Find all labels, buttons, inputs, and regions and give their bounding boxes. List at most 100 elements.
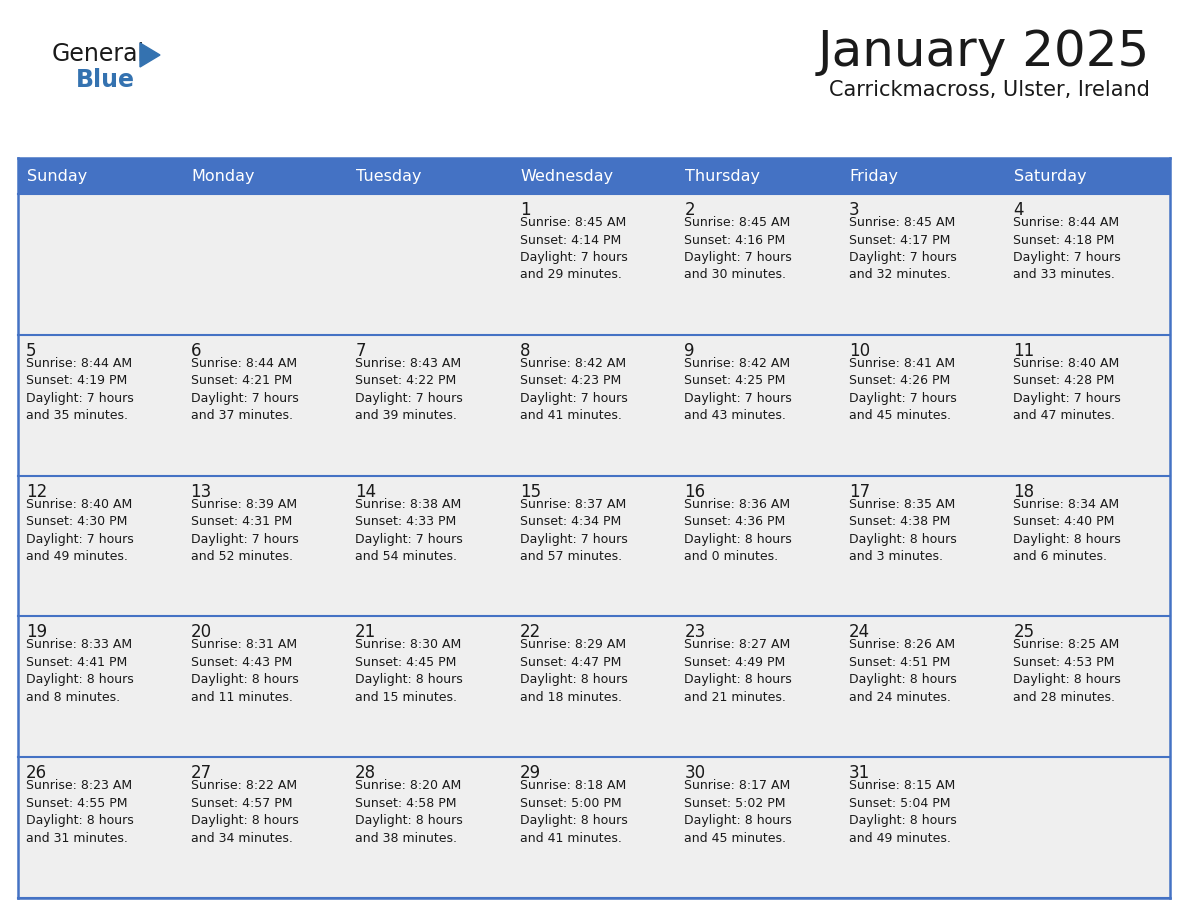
Text: 16: 16: [684, 483, 706, 500]
Bar: [18, 158, 1170, 194]
Text: 26: 26: [26, 764, 48, 782]
Bar: [676, 476, 841, 616]
Text: Sunrise: 8:40 AM
Sunset: 4:28 PM
Daylight: 7 hours
and 47 minutes.: Sunrise: 8:40 AM Sunset: 4:28 PM Dayligh…: [1013, 357, 1121, 422]
Text: Sunrise: 8:44 AM
Sunset: 4:19 PM
Daylight: 7 hours
and 35 minutes.: Sunrise: 8:44 AM Sunset: 4:19 PM Dayligh…: [26, 357, 134, 422]
Text: 3: 3: [849, 201, 859, 219]
Text: Sunrise: 8:45 AM
Sunset: 4:16 PM
Daylight: 7 hours
and 30 minutes.: Sunrise: 8:45 AM Sunset: 4:16 PM Dayligh…: [684, 216, 792, 282]
Text: 1: 1: [519, 201, 530, 219]
Bar: [18, 616, 183, 757]
Bar: [676, 757, 841, 898]
Bar: [1005, 616, 1170, 757]
Text: Sunrise: 8:23 AM
Sunset: 4:55 PM
Daylight: 8 hours
and 31 minutes.: Sunrise: 8:23 AM Sunset: 4:55 PM Dayligh…: [26, 779, 134, 845]
Bar: [347, 335, 512, 476]
Bar: [512, 616, 676, 757]
Text: 6: 6: [190, 341, 201, 360]
Text: Sunrise: 8:40 AM
Sunset: 4:30 PM
Daylight: 7 hours
and 49 minutes.: Sunrise: 8:40 AM Sunset: 4:30 PM Dayligh…: [26, 498, 134, 563]
Text: Blue: Blue: [76, 68, 135, 92]
Text: 24: 24: [849, 623, 870, 642]
Text: 25: 25: [1013, 623, 1035, 642]
Text: Sunrise: 8:20 AM
Sunset: 4:58 PM
Daylight: 8 hours
and 38 minutes.: Sunrise: 8:20 AM Sunset: 4:58 PM Dayligh…: [355, 779, 463, 845]
Bar: [512, 476, 676, 616]
Bar: [676, 194, 841, 335]
Text: Sunrise: 8:22 AM
Sunset: 4:57 PM
Daylight: 8 hours
and 34 minutes.: Sunrise: 8:22 AM Sunset: 4:57 PM Dayligh…: [190, 779, 298, 845]
Bar: [18, 194, 183, 335]
Text: 17: 17: [849, 483, 870, 500]
Text: Monday: Monday: [191, 169, 255, 184]
Text: 9: 9: [684, 341, 695, 360]
Bar: [18, 335, 183, 476]
Bar: [347, 757, 512, 898]
Text: Sunrise: 8:35 AM
Sunset: 4:38 PM
Daylight: 8 hours
and 3 minutes.: Sunrise: 8:35 AM Sunset: 4:38 PM Dayligh…: [849, 498, 956, 563]
Text: Wednesday: Wednesday: [520, 169, 614, 184]
Text: Sunrise: 8:33 AM
Sunset: 4:41 PM
Daylight: 8 hours
and 8 minutes.: Sunrise: 8:33 AM Sunset: 4:41 PM Dayligh…: [26, 638, 134, 704]
Bar: [347, 476, 512, 616]
Text: Sunrise: 8:42 AM
Sunset: 4:25 PM
Daylight: 7 hours
and 43 minutes.: Sunrise: 8:42 AM Sunset: 4:25 PM Dayligh…: [684, 357, 792, 422]
Text: 4: 4: [1013, 201, 1024, 219]
Text: Carrickmacross, Ulster, Ireland: Carrickmacross, Ulster, Ireland: [829, 80, 1150, 100]
Text: General: General: [52, 42, 145, 66]
Bar: [841, 335, 1005, 476]
Text: 22: 22: [519, 623, 541, 642]
Text: 12: 12: [26, 483, 48, 500]
Bar: [347, 616, 512, 757]
Text: Sunrise: 8:29 AM
Sunset: 4:47 PM
Daylight: 8 hours
and 18 minutes.: Sunrise: 8:29 AM Sunset: 4:47 PM Dayligh…: [519, 638, 627, 704]
Bar: [183, 476, 347, 616]
Text: Sunrise: 8:25 AM
Sunset: 4:53 PM
Daylight: 8 hours
and 28 minutes.: Sunrise: 8:25 AM Sunset: 4:53 PM Dayligh…: [1013, 638, 1121, 704]
Text: 23: 23: [684, 623, 706, 642]
Bar: [1005, 335, 1170, 476]
Bar: [183, 616, 347, 757]
Bar: [841, 194, 1005, 335]
Text: Sunrise: 8:38 AM
Sunset: 4:33 PM
Daylight: 7 hours
and 54 minutes.: Sunrise: 8:38 AM Sunset: 4:33 PM Dayligh…: [355, 498, 463, 563]
Bar: [676, 335, 841, 476]
Text: 29: 29: [519, 764, 541, 782]
Text: 15: 15: [519, 483, 541, 500]
Text: Sunrise: 8:39 AM
Sunset: 4:31 PM
Daylight: 7 hours
and 52 minutes.: Sunrise: 8:39 AM Sunset: 4:31 PM Dayligh…: [190, 498, 298, 563]
Text: 18: 18: [1013, 483, 1035, 500]
Text: Sunrise: 8:15 AM
Sunset: 5:04 PM
Daylight: 8 hours
and 49 minutes.: Sunrise: 8:15 AM Sunset: 5:04 PM Dayligh…: [849, 779, 956, 845]
Text: Sunrise: 8:34 AM
Sunset: 4:40 PM
Daylight: 8 hours
and 6 minutes.: Sunrise: 8:34 AM Sunset: 4:40 PM Dayligh…: [1013, 498, 1121, 563]
Text: Tuesday: Tuesday: [356, 169, 422, 184]
Text: Sunday: Sunday: [27, 169, 87, 184]
Text: Sunrise: 8:37 AM
Sunset: 4:34 PM
Daylight: 7 hours
and 57 minutes.: Sunrise: 8:37 AM Sunset: 4:34 PM Dayligh…: [519, 498, 627, 563]
Text: Sunrise: 8:17 AM
Sunset: 5:02 PM
Daylight: 8 hours
and 45 minutes.: Sunrise: 8:17 AM Sunset: 5:02 PM Dayligh…: [684, 779, 792, 845]
Text: Sunrise: 8:41 AM
Sunset: 4:26 PM
Daylight: 7 hours
and 45 minutes.: Sunrise: 8:41 AM Sunset: 4:26 PM Dayligh…: [849, 357, 956, 422]
Bar: [841, 757, 1005, 898]
Bar: [347, 194, 512, 335]
Bar: [841, 616, 1005, 757]
Text: Saturday: Saturday: [1015, 169, 1087, 184]
Text: Sunrise: 8:44 AM
Sunset: 4:21 PM
Daylight: 7 hours
and 37 minutes.: Sunrise: 8:44 AM Sunset: 4:21 PM Dayligh…: [190, 357, 298, 422]
Bar: [512, 757, 676, 898]
Text: 8: 8: [519, 341, 530, 360]
Text: Sunrise: 8:45 AM
Sunset: 4:17 PM
Daylight: 7 hours
and 32 minutes.: Sunrise: 8:45 AM Sunset: 4:17 PM Dayligh…: [849, 216, 956, 282]
Text: 10: 10: [849, 341, 870, 360]
Text: 19: 19: [26, 623, 48, 642]
Bar: [18, 757, 183, 898]
Bar: [1005, 194, 1170, 335]
Polygon shape: [140, 43, 160, 67]
Text: Sunrise: 8:26 AM
Sunset: 4:51 PM
Daylight: 8 hours
and 24 minutes.: Sunrise: 8:26 AM Sunset: 4:51 PM Dayligh…: [849, 638, 956, 704]
Text: 7: 7: [355, 341, 366, 360]
Bar: [512, 194, 676, 335]
Text: Thursday: Thursday: [685, 169, 760, 184]
Bar: [183, 194, 347, 335]
Text: January 2025: January 2025: [817, 28, 1150, 76]
Text: 14: 14: [355, 483, 377, 500]
Text: Friday: Friday: [849, 169, 899, 184]
Bar: [183, 757, 347, 898]
Text: 20: 20: [190, 623, 211, 642]
Text: Sunrise: 8:44 AM
Sunset: 4:18 PM
Daylight: 7 hours
and 33 minutes.: Sunrise: 8:44 AM Sunset: 4:18 PM Dayligh…: [1013, 216, 1121, 282]
Text: 27: 27: [190, 764, 211, 782]
Text: Sunrise: 8:30 AM
Sunset: 4:45 PM
Daylight: 8 hours
and 15 minutes.: Sunrise: 8:30 AM Sunset: 4:45 PM Dayligh…: [355, 638, 463, 704]
Bar: [183, 335, 347, 476]
Bar: [1005, 757, 1170, 898]
Text: 5: 5: [26, 341, 37, 360]
Text: Sunrise: 8:45 AM
Sunset: 4:14 PM
Daylight: 7 hours
and 29 minutes.: Sunrise: 8:45 AM Sunset: 4:14 PM Dayligh…: [519, 216, 627, 282]
Bar: [1005, 476, 1170, 616]
Bar: [512, 335, 676, 476]
Text: 31: 31: [849, 764, 870, 782]
Text: 21: 21: [355, 623, 377, 642]
Text: Sunrise: 8:27 AM
Sunset: 4:49 PM
Daylight: 8 hours
and 21 minutes.: Sunrise: 8:27 AM Sunset: 4:49 PM Dayligh…: [684, 638, 792, 704]
Text: Sunrise: 8:36 AM
Sunset: 4:36 PM
Daylight: 8 hours
and 0 minutes.: Sunrise: 8:36 AM Sunset: 4:36 PM Dayligh…: [684, 498, 792, 563]
Text: 30: 30: [684, 764, 706, 782]
Text: Sunrise: 8:31 AM
Sunset: 4:43 PM
Daylight: 8 hours
and 11 minutes.: Sunrise: 8:31 AM Sunset: 4:43 PM Dayligh…: [190, 638, 298, 704]
